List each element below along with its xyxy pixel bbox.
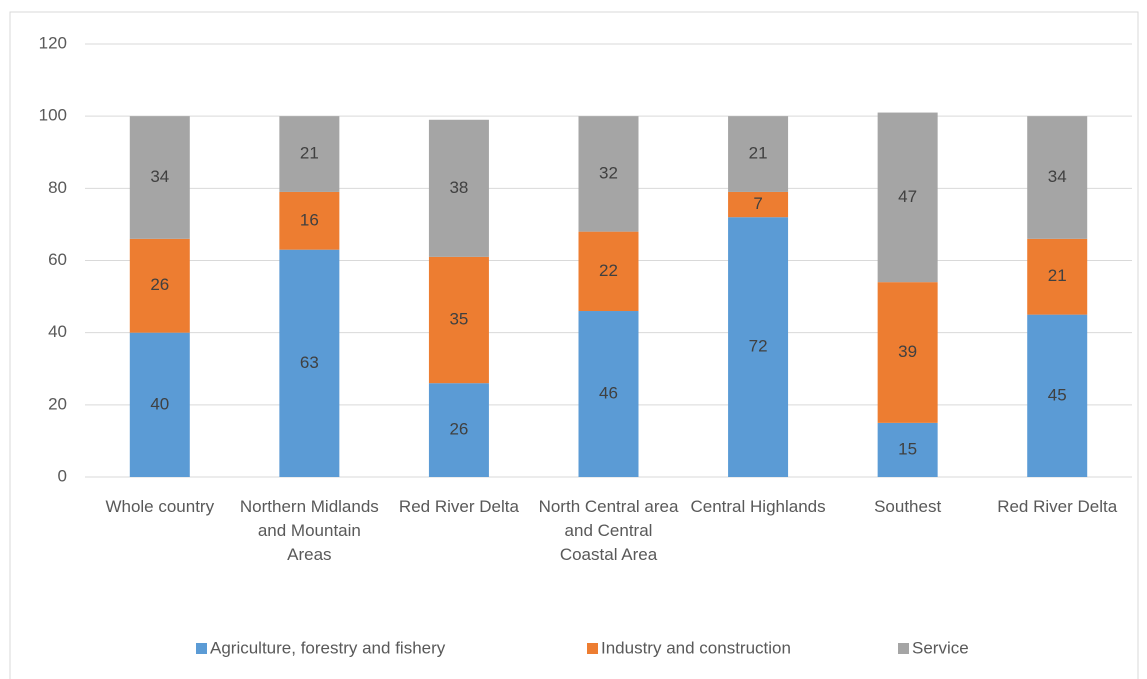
bar-segment	[428, 119, 489, 257]
bar-segment	[129, 238, 190, 333]
data-label: 35	[449, 310, 468, 329]
data-label: 16	[300, 210, 319, 229]
bar-segment	[877, 422, 938, 477]
legend-label: Agriculture, forestry and fishery	[210, 638, 446, 657]
data-label: 45	[1048, 385, 1067, 404]
data-label: 7	[753, 194, 762, 213]
x-tick-label: Central Highlands	[690, 497, 826, 516]
data-label: 34	[1048, 167, 1067, 186]
bar-segment	[279, 191, 340, 250]
data-label: 38	[449, 178, 468, 197]
bar-segment	[428, 256, 489, 384]
data-label: 21	[1048, 266, 1067, 285]
x-tick-label: North Central area and Central Coastal A…	[538, 497, 679, 564]
bar-segment	[578, 311, 639, 477]
x-tick-label: Southest	[874, 497, 942, 516]
legend-swatch	[898, 643, 909, 654]
bar-segment	[728, 191, 789, 218]
bar-segment	[129, 116, 190, 239]
x-tick-label: Red River Delta	[997, 497, 1118, 516]
data-label: 26	[449, 420, 468, 439]
data-label: 72	[749, 337, 768, 356]
y-tick-label: 120	[39, 33, 67, 52]
legend-label: Service	[912, 638, 969, 657]
data-label: 21	[749, 144, 768, 163]
bar-segment	[578, 231, 639, 312]
bar-segment	[1027, 238, 1088, 315]
bar-segment	[129, 332, 190, 477]
bar-segment	[1027, 116, 1088, 239]
data-label: 40	[150, 394, 169, 413]
data-label: 32	[599, 163, 618, 182]
data-label: 26	[150, 275, 169, 294]
y-tick-label: 0	[58, 466, 67, 485]
data-label: 63	[300, 353, 319, 372]
x-tick-label: Northern Midlands and Mountain Areas	[239, 497, 379, 564]
data-label: 39	[898, 342, 917, 361]
bar-segment	[728, 217, 789, 477]
bar-segment	[877, 282, 938, 423]
bar-segment	[1027, 314, 1088, 477]
bar-segment	[578, 116, 639, 232]
x-tick-label: Whole country	[105, 497, 215, 516]
bar-segment	[428, 383, 489, 477]
legend-label: Industry and construction	[601, 638, 791, 657]
x-tick-label: Red River Delta	[398, 497, 519, 516]
bar-segment	[728, 116, 789, 192]
bar-segment	[279, 116, 340, 192]
bar-segment	[877, 112, 938, 283]
y-tick-label: 100	[39, 106, 67, 125]
y-tick-label: 80	[48, 178, 67, 197]
data-label: 21	[300, 144, 319, 163]
bar-segment	[279, 249, 340, 477]
data-label: 47	[898, 187, 917, 206]
chart-frame	[9, 11, 1139, 679]
data-label: 22	[599, 261, 618, 280]
data-label: 46	[599, 383, 618, 402]
y-tick-label: 60	[48, 250, 67, 269]
y-tick-label: 20	[48, 394, 67, 413]
data-label: 15	[898, 439, 917, 458]
legend-swatch	[587, 643, 598, 654]
y-tick-label: 40	[48, 322, 67, 341]
legend-swatch	[196, 643, 207, 654]
data-label: 34	[150, 167, 169, 186]
